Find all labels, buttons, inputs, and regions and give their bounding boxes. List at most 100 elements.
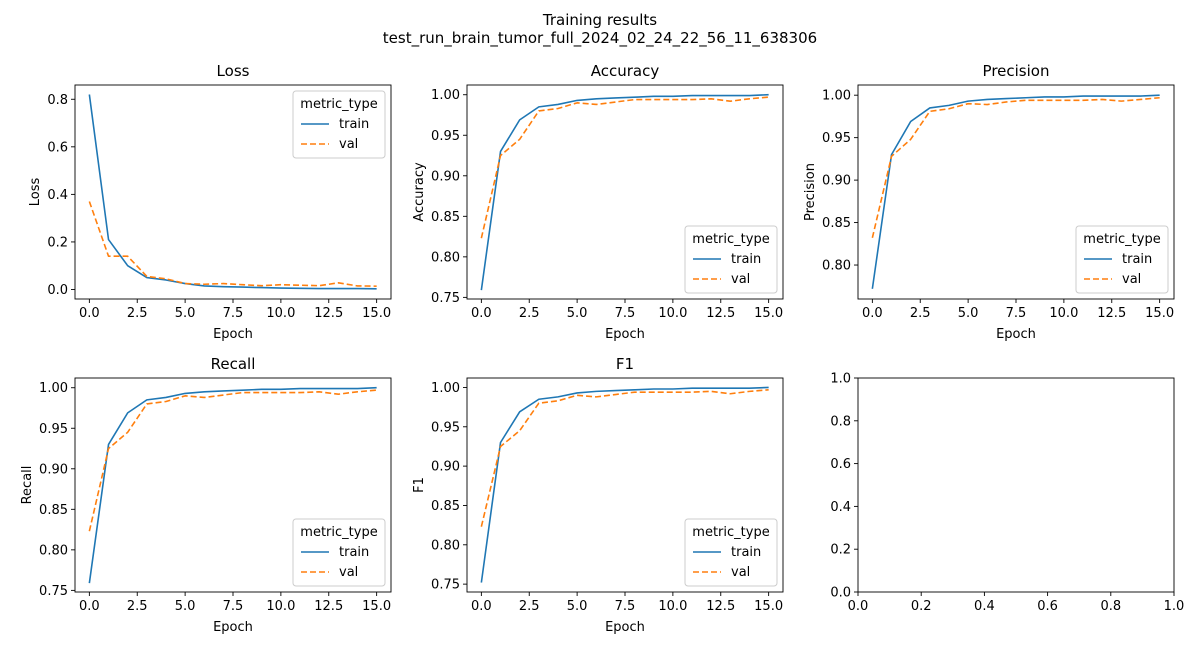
y-tick-label: 0.0 (830, 586, 851, 601)
x-tick-label: 7.5 (615, 599, 636, 614)
y-tick-label: 0.95 (822, 131, 851, 146)
figure-title-line-1: Training results (542, 11, 657, 29)
legend-title: metric_type (300, 525, 377, 540)
x-tick-label: 5.0 (567, 306, 588, 321)
y-tick-label: 0.6 (47, 140, 68, 155)
x-tick-label: 15.0 (362, 306, 391, 321)
subplot-title: Precision (983, 62, 1050, 80)
series-line-val (480, 96, 769, 239)
legend-label-val: val (731, 272, 750, 287)
x-tick-label: 0.0 (79, 306, 100, 321)
x-tick-label: 0.0 (848, 599, 869, 614)
subplot-title: F1 (616, 355, 634, 373)
legend-box (684, 518, 778, 587)
legend-label-train: train (1122, 252, 1152, 267)
legend-box (684, 225, 778, 294)
subplot-precision: 0.0 2.5 5.0 7.5 10.0 12.5 15.0 0.80 0.85 0.90 0.95… (803, 62, 1175, 342)
x-tick-label: 12.5 (706, 306, 735, 321)
y-tick-label: 1.00 (822, 89, 851, 104)
x-tick-label: 2.5 (910, 306, 931, 321)
legend-label-train: train (731, 252, 761, 267)
y-tick-label: 0.4 (47, 188, 68, 203)
x-tick-label: 7.5 (223, 306, 244, 321)
subplot-accuracy: 0.0 2.5 5.0 7.5 10.0 12.5 15.0 0.75 0.80 0.85 0.90… (412, 62, 784, 342)
legend-label-train: train (339, 117, 369, 132)
subplot-title: Accuracy (591, 62, 660, 80)
y-axis-label: Accuracy (412, 162, 427, 222)
y-tick-label: 0.85 (431, 210, 460, 225)
x-tick-label: 0.0 (471, 599, 492, 614)
x-tick-label: 10.0 (266, 306, 295, 321)
y-tick-label: 0.90 (822, 174, 851, 189)
legend-title: metric_type (300, 97, 377, 112)
plot-frame (857, 377, 1175, 593)
series-line-train (871, 94, 1160, 289)
figure-title-line-2: test_run_brain_tumor_full_2024_02_24_22_… (383, 29, 817, 48)
y-tick-label: 0.2 (47, 235, 68, 250)
x-tick-label: 7.5 (223, 599, 244, 614)
x-tick-label: 5.0 (567, 599, 588, 614)
subplot-empty: 0.0 0.2 0.4 0.6 0.8 1.0 0.0 0.2 0.4 0.6 0.8 1.0 (830, 372, 1184, 615)
subplot-loss: 0.0 2.5 5.0 7.5 10.0 12.5 15.0 0.0 0.2 0.4 0.6 0.8 L… (28, 62, 392, 342)
x-tick-label: 5.0 (958, 306, 979, 321)
subplot-title: Recall (211, 355, 256, 373)
legend-label-val: val (731, 565, 750, 580)
x-tick-label: 0.0 (79, 599, 100, 614)
x-tick-label: 0.2 (911, 599, 932, 614)
x-tick-label: 2.5 (519, 599, 540, 614)
x-tick-label: 5.0 (175, 306, 196, 321)
x-tick-label: 0.0 (862, 306, 883, 321)
legend-title: metric_type (692, 232, 769, 247)
legend-label-val: val (1122, 272, 1141, 287)
y-tick-label: 0.80 (431, 250, 460, 265)
x-tick-label: 5.0 (175, 599, 196, 614)
y-tick-label: 0.75 (431, 291, 460, 306)
x-axis-label: Epoch (213, 620, 253, 635)
legend-box (292, 518, 386, 587)
x-axis-label: Epoch (605, 620, 645, 635)
y-axis-label: Precision (803, 163, 818, 221)
y-tick-label: 1.00 (39, 381, 68, 396)
x-tick-label: 10.0 (266, 599, 295, 614)
x-axis-label: Epoch (605, 327, 645, 342)
y-tick-label: 0.95 (431, 420, 460, 435)
x-tick-label: 12.5 (1097, 306, 1126, 321)
subplot-title: Loss (217, 62, 250, 80)
legend-box (292, 90, 386, 159)
x-tick-label: 0.8 (1100, 599, 1121, 614)
x-tick-label: 15.0 (754, 306, 783, 321)
x-tick-label: 15.0 (754, 599, 783, 614)
x-tick-label: 0.4 (974, 599, 995, 614)
y-tick-label: 0.80 (39, 543, 68, 558)
y-tick-label: 1.00 (431, 88, 460, 103)
y-tick-label: 0.2 (830, 543, 851, 558)
x-tick-label: 10.0 (658, 599, 687, 614)
y-tick-label: 0.8 (830, 414, 851, 429)
x-tick-label: 15.0 (1145, 306, 1174, 321)
y-tick-label: 0.75 (431, 578, 460, 593)
x-tick-label: 12.5 (314, 306, 343, 321)
x-tick-label: 10.0 (658, 306, 687, 321)
legend-title: metric_type (1083, 232, 1160, 247)
y-tick-label: 0.75 (39, 584, 68, 599)
series-line-train (88, 94, 377, 290)
y-tick-label: 0.80 (822, 259, 851, 274)
x-axis-label: Epoch (996, 327, 1036, 342)
legend-title: metric_type (692, 525, 769, 540)
y-tick-label: 0.8 (47, 93, 68, 108)
y-tick-label: 0.85 (822, 216, 851, 231)
series-line-val (88, 389, 377, 532)
legend-box (1075, 225, 1169, 294)
y-tick-label: 0.90 (39, 462, 68, 477)
x-tick-label: 0.6 (1037, 599, 1058, 614)
y-axis-label: F1 (412, 477, 427, 493)
y-tick-label: 0.85 (431, 499, 460, 514)
x-tick-label: 2.5 (127, 599, 148, 614)
x-tick-label: 7.5 (615, 306, 636, 321)
legend-label-train: train (339, 545, 369, 560)
